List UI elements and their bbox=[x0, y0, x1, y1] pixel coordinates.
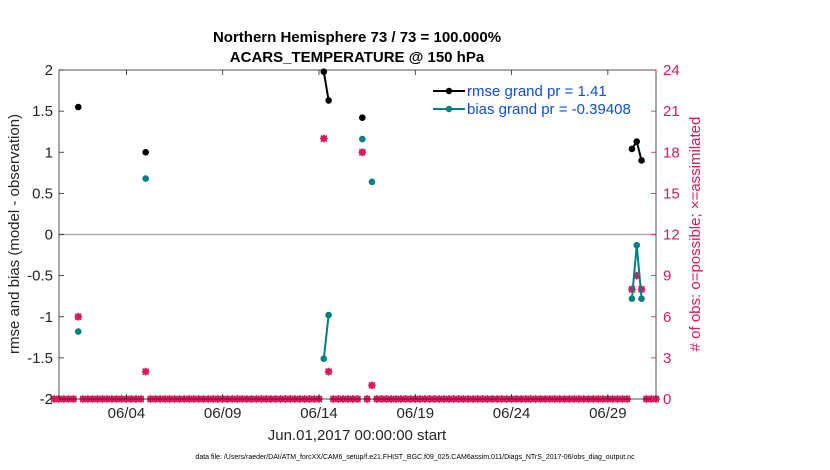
rmse-point bbox=[633, 138, 641, 145]
bias-point bbox=[74, 328, 82, 335]
y-left-tick-label: 0.5 bbox=[32, 185, 53, 202]
y-left-tick-label: 2 bbox=[45, 62, 53, 79]
bias-line bbox=[322, 314, 330, 359]
y-right-tick-label: 15 bbox=[663, 185, 680, 202]
y-left-tick-label: -1 bbox=[40, 309, 53, 326]
obs-point bbox=[319, 134, 328, 143]
obs-point-cross bbox=[74, 313, 82, 321]
rmse-point bbox=[320, 68, 328, 75]
y-right-tick-label: 6 bbox=[663, 309, 671, 326]
chart-subtitle: ACARS_TEMPERATURE @ 150 hPa bbox=[230, 49, 485, 66]
y-right-tick-label: 12 bbox=[663, 227, 680, 244]
bias-point bbox=[325, 311, 332, 319]
x-axis-label: Jun.01,2017 00:00:00 start bbox=[268, 427, 447, 444]
x-tick-label: 06/24 bbox=[493, 405, 531, 422]
x-tick-label: 06/09 bbox=[204, 405, 242, 422]
obs-point bbox=[324, 367, 333, 376]
obs-point-cross bbox=[325, 368, 333, 376]
bias-point bbox=[142, 175, 149, 182]
bias-point bbox=[628, 295, 636, 302]
legend: rmse grand pr = 1.41 bias grand pr = -0.… bbox=[427, 80, 649, 122]
rmse-line bbox=[322, 71, 330, 101]
y-left-tick-label: 1.5 bbox=[32, 103, 53, 120]
rmse-point bbox=[638, 157, 645, 164]
obs-point bbox=[367, 381, 377, 390]
rmse-point bbox=[74, 103, 82, 111]
y-right-tick-label: 0 bbox=[663, 391, 671, 408]
obs-point bbox=[358, 148, 367, 157]
y-left-tick-label: -0.5 bbox=[27, 268, 53, 285]
obs-point bbox=[74, 312, 83, 321]
obs-point-cross bbox=[368, 381, 376, 389]
obs-point bbox=[141, 367, 150, 376]
bias-point bbox=[638, 295, 645, 302]
obs-point-cross bbox=[320, 134, 328, 143]
rmse-point bbox=[142, 148, 149, 156]
x-tick-label: 06/19 bbox=[397, 405, 435, 422]
rmse-point bbox=[359, 114, 366, 122]
footer-data-file: data file: /Users/raeder/DAI/ATM_forcXX/… bbox=[195, 454, 635, 461]
rmse-point bbox=[325, 97, 332, 104]
chart-title: Northern Hemisphere 73 / 73 = 100.000% bbox=[213, 29, 501, 46]
legend-label-bias: bias grand pr = -0.39408 bbox=[467, 101, 631, 118]
obs-point-cross bbox=[142, 368, 150, 376]
legend-marker-rmse bbox=[445, 87, 453, 95]
x-tick-label: 06/14 bbox=[300, 405, 338, 422]
y-left-tick-label: 0 bbox=[45, 227, 53, 244]
y-right-tick-label: 9 bbox=[663, 268, 671, 285]
y-left-tick-label: 1 bbox=[45, 144, 53, 161]
legend-label-rmse: rmse grand pr = 1.41 bbox=[467, 83, 607, 100]
y-right-tick-label: 24 bbox=[663, 62, 680, 79]
x-tick-label: 06/29 bbox=[589, 405, 627, 422]
rmse-point bbox=[628, 145, 636, 153]
y-right-tick-label: 18 bbox=[663, 144, 680, 161]
bias-point bbox=[359, 135, 366, 143]
y-axis-label-right: # of obs: o=possible; ×=assimilated bbox=[687, 117, 704, 352]
y-right-tick-label: 3 bbox=[663, 350, 671, 367]
y-axis-label-left: rmse and bias (model - observation) bbox=[6, 114, 23, 354]
obs-point-cross bbox=[358, 148, 366, 156]
y-right-tick-label: 21 bbox=[663, 103, 680, 120]
y-left-tick-label: -2 bbox=[40, 391, 53, 408]
x-tick-label: 06/04 bbox=[108, 405, 146, 422]
bias-point bbox=[368, 178, 376, 186]
bias-point bbox=[320, 355, 328, 362]
legend-marker-bias bbox=[445, 105, 453, 113]
bias-point bbox=[633, 241, 641, 249]
y-left-tick-label: -1.5 bbox=[27, 350, 53, 367]
